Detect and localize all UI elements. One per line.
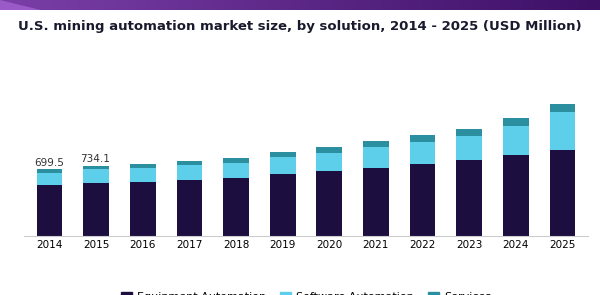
Bar	[223, 163, 249, 178]
Bar	[37, 173, 62, 185]
Bar	[176, 180, 202, 236]
Bar	[550, 112, 575, 150]
Bar	[316, 147, 342, 153]
Bar	[410, 135, 436, 142]
Bar	[83, 165, 109, 169]
Bar	[270, 153, 296, 158]
Bar	[457, 136, 482, 160]
Bar	[223, 158, 249, 163]
Bar	[457, 129, 482, 136]
Text: 734.1: 734.1	[80, 155, 110, 165]
Bar	[130, 164, 155, 168]
Bar	[37, 169, 62, 173]
Polygon shape	[0, 0, 42, 10]
Text: U.S. mining automation market size, by solution, 2014 - 2025 (USD Million): U.S. mining automation market size, by s…	[18, 20, 582, 33]
Legend: Equipment Automation, Software Automation, Services: Equipment Automation, Software Automatio…	[116, 288, 496, 295]
Bar	[83, 183, 109, 236]
Bar	[37, 185, 62, 236]
Bar	[316, 171, 342, 236]
Bar	[176, 161, 202, 165]
Bar	[176, 165, 202, 180]
Bar	[410, 142, 436, 164]
Bar	[363, 168, 389, 236]
Bar	[316, 153, 342, 171]
Bar	[503, 155, 529, 236]
Bar	[130, 168, 155, 182]
Bar	[410, 164, 436, 236]
Bar	[83, 169, 109, 183]
Bar	[363, 141, 389, 147]
Bar	[270, 174, 296, 236]
Bar	[223, 178, 249, 236]
Bar	[363, 147, 389, 168]
Bar	[457, 160, 482, 236]
Bar	[550, 104, 575, 112]
Bar	[503, 126, 529, 155]
Bar	[130, 182, 155, 236]
Bar	[503, 118, 529, 126]
Bar	[550, 150, 575, 236]
Text: 699.5: 699.5	[34, 158, 64, 168]
Bar	[270, 158, 296, 174]
